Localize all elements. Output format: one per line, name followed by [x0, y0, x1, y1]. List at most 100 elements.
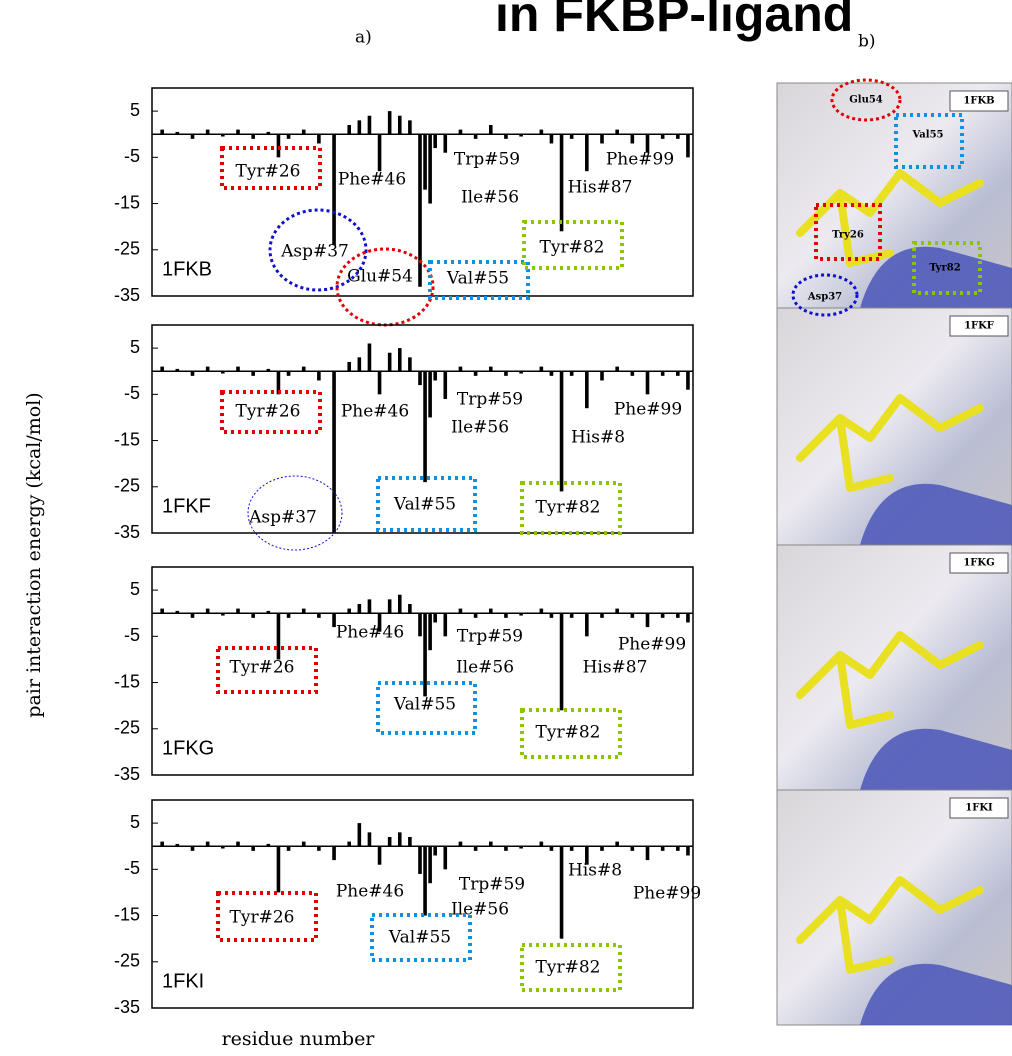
bar: [488, 124, 493, 135]
annotation: Tyr#26: [236, 402, 301, 422]
y-tick-label: -25: [114, 239, 140, 259]
y-axis-label: pair interaction energy (kcal/mol): [23, 392, 45, 717]
annotation: His#8: [571, 428, 625, 448]
bar: [160, 608, 164, 614]
bar: [387, 352, 392, 372]
image-annotation: Try26: [832, 230, 864, 241]
y-tick-label: -5: [124, 625, 140, 645]
bar: [221, 371, 225, 374]
y-tick-label: -35: [114, 285, 140, 305]
y-tick-label: 5: [130, 100, 140, 120]
bar: [317, 613, 321, 618]
image-label-box: [949, 552, 1009, 574]
annotation: Ile#56: [456, 658, 514, 678]
y-tick-label: -25: [114, 718, 140, 738]
bar: [423, 371, 427, 483]
y-tick-label: -15: [114, 429, 140, 449]
bar: [615, 608, 619, 614]
bar: [433, 134, 437, 149]
bar: [458, 366, 463, 372]
bar: [686, 846, 690, 856]
bar: [377, 134, 382, 172]
bar: [367, 832, 372, 847]
bar: [569, 613, 574, 618]
bar: [433, 371, 437, 381]
bar: [473, 613, 478, 618]
panel-name: 1FKG: [162, 737, 214, 759]
bar: [585, 371, 589, 409]
highlight-box: [894, 113, 964, 169]
bar: [519, 613, 523, 616]
bar: [221, 134, 225, 137]
annotation: Ile#56: [451, 900, 509, 920]
bar: [347, 608, 352, 614]
bar: [504, 613, 508, 618]
bar: [645, 613, 650, 628]
bar: [205, 841, 210, 847]
bar: [443, 371, 448, 399]
bar: [347, 124, 352, 135]
bar: [251, 846, 255, 851]
y-tick-label: -35: [114, 764, 140, 784]
image-annotation: Tyr82: [929, 263, 960, 274]
bar: [175, 843, 180, 847]
ligand: [796, 876, 984, 974]
annotation: Val#55: [393, 495, 456, 515]
highlight-box: [520, 481, 622, 535]
bar: [357, 603, 362, 614]
bar: [397, 348, 402, 372]
annotation: Val#55: [393, 695, 456, 715]
bar: [301, 129, 306, 135]
image-label-box: [949, 315, 1009, 337]
bar: [317, 134, 321, 144]
bar: [357, 120, 362, 135]
blue-surface: [860, 963, 1012, 1025]
bar: [660, 613, 665, 618]
bar: [175, 368, 180, 372]
annotation: Phe#46: [338, 170, 406, 190]
panel-name: 1FKF: [162, 495, 211, 517]
highlight-box: [376, 476, 477, 532]
annotation: Trp#59: [454, 150, 520, 170]
annotation: Asp#37: [280, 242, 349, 262]
image-annotation: Glu54: [849, 95, 883, 106]
bar: [190, 846, 195, 851]
bar: [418, 134, 422, 287]
bar: [332, 371, 336, 533]
bar: [428, 613, 432, 651]
bar: [301, 841, 306, 847]
highlight-box: [376, 681, 477, 735]
bar: [660, 371, 665, 376]
image-label-box: [949, 90, 1009, 112]
bar: [473, 371, 478, 376]
bar: [418, 846, 422, 874]
bar: [286, 371, 291, 376]
panel-label: a): [355, 28, 372, 48]
bar: [367, 599, 372, 614]
bar: [504, 846, 508, 851]
bar: [549, 613, 554, 618]
bar: [504, 371, 508, 376]
ligand: [796, 169, 984, 267]
bar: [423, 846, 427, 916]
bar: [433, 846, 437, 856]
bar: [559, 371, 564, 492]
image-label: 1FKB: [963, 96, 994, 107]
bar: [317, 846, 321, 851]
bar: [600, 846, 604, 851]
annotation: Phe#46: [336, 882, 404, 902]
bar: [569, 371, 574, 376]
bar: [660, 846, 665, 851]
bar: [387, 599, 392, 614]
image-label: 1FKI: [965, 803, 993, 814]
annotation: Val#55: [446, 269, 509, 289]
annotation: Tyr#82: [536, 723, 601, 743]
y-tick-label: -35: [114, 522, 140, 542]
bar: [266, 131, 271, 135]
bar: [332, 134, 336, 246]
bar: [630, 134, 635, 144]
bar: [251, 371, 255, 376]
bar: [519, 134, 523, 137]
bar: [251, 613, 255, 618]
